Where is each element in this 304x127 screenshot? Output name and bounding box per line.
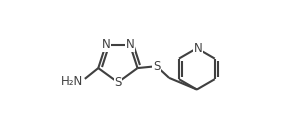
Text: N: N xyxy=(126,38,134,51)
Text: N: N xyxy=(102,38,110,51)
Text: H₂N: H₂N xyxy=(61,75,83,88)
Text: N: N xyxy=(194,42,203,55)
Text: S: S xyxy=(114,76,122,89)
Text: S: S xyxy=(153,60,160,73)
